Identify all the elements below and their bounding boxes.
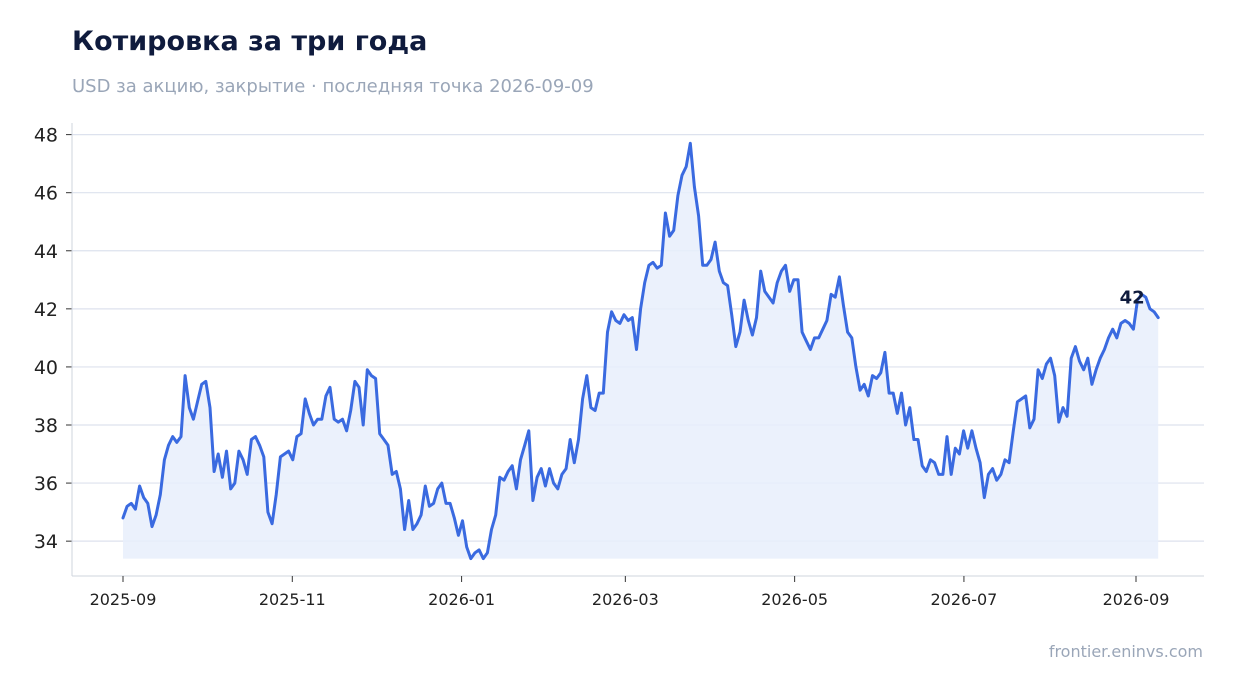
- chart-title: Котировка за три года: [72, 26, 428, 57]
- x-tick-label-2025-11: 2025-11: [259, 590, 326, 609]
- end-value-label: 42: [1120, 288, 1145, 309]
- x-tick-label-2026-03: 2026-03: [592, 590, 659, 609]
- source-label: frontier.eninvs.com: [1048, 642, 1203, 661]
- x-tick-label-2026-05: 2026-05: [761, 590, 828, 609]
- x-tick-label-2026-09: 2026-09: [1103, 590, 1170, 609]
- y-tick-label-44: 44: [34, 241, 58, 263]
- y-tick-label-46: 46: [34, 183, 58, 205]
- y-tick-label-48: 48: [34, 125, 58, 147]
- series-layer: [121, 141, 1160, 561]
- tick-labels: 34 36 38 40 42 44 46 48 2025-09 2025-11 2026-01 202…: [34, 125, 1170, 609]
- y-tick-label-38: 38: [34, 415, 58, 437]
- axes: [66, 123, 1204, 582]
- series-area: [123, 143, 1159, 559]
- chart-subtitle: USD за акцию, закрытие · последняя точка…: [72, 76, 594, 97]
- x-tick-label-2026-07: 2026-07: [930, 590, 997, 609]
- y-tick-label-40: 40: [34, 357, 58, 379]
- y-tick-label-36: 36: [34, 473, 58, 495]
- y-tick-label-34: 34: [34, 531, 58, 553]
- x-tick-label-2026-01: 2026-01: [428, 590, 495, 609]
- series-line: [121, 141, 1160, 561]
- x-tick-label-2025-09: 2025-09: [90, 590, 157, 609]
- y-tick-label-42: 42: [34, 299, 58, 321]
